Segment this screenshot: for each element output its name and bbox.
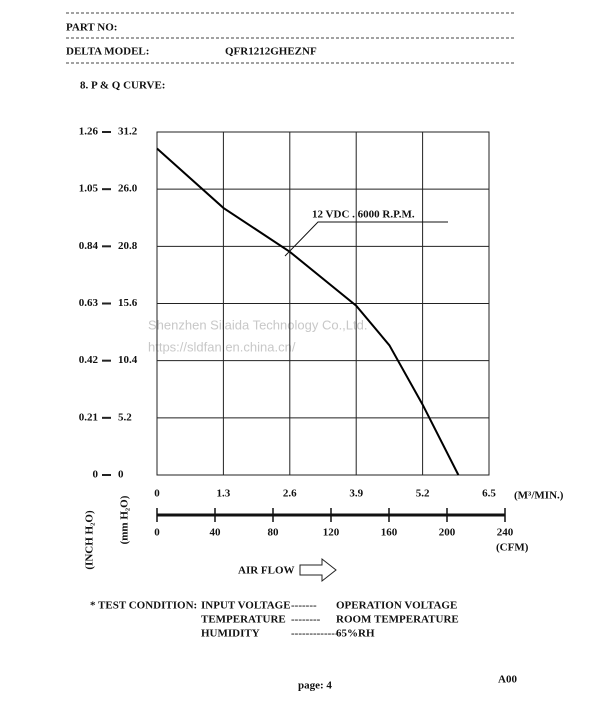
x-label: (M³/MIN.) xyxy=(514,490,564,502)
x2-tick-label: 200 xyxy=(439,527,456,539)
test-cell: OPERATION VOLTAGE xyxy=(336,600,457,612)
page-number: page: 4 xyxy=(298,680,332,692)
watermark: https://sldfan.en.china.cn/ xyxy=(148,339,296,354)
y-label: (mm H₂O) xyxy=(119,495,131,544)
test-cell: INPUT VOLTAGE xyxy=(201,600,291,612)
test-label: * TEST CONDITION: xyxy=(90,600,197,612)
y-tick-label: 0 xyxy=(118,469,124,481)
part-no: PART NO: xyxy=(66,22,117,34)
x2-tick-label: 160 xyxy=(381,527,398,539)
x-tick-label: 6.5 xyxy=(482,488,496,500)
model: QFR1212GHEZNF xyxy=(225,46,317,58)
x2-tick-label: 240 xyxy=(497,527,514,539)
x-tick-label: 5.2 xyxy=(416,488,430,500)
y2-tick-label: 1.26 xyxy=(79,126,99,138)
x2-tick-label: 40 xyxy=(210,527,222,539)
y-tick-label: 5.2 xyxy=(118,411,132,423)
curve-label: 12 VDC . 6000 R.P.M. xyxy=(312,209,415,221)
x2-tick-label: 80 xyxy=(268,527,280,539)
y2-tick-label: 0.63 xyxy=(79,297,99,309)
test-cell: TEMPERATURE xyxy=(201,614,286,626)
test-cell: ------------- xyxy=(291,628,339,640)
section-title: 8. P & Q CURVE: xyxy=(80,80,165,92)
test-cell: HUMIDITY xyxy=(201,628,260,640)
test-cell: ROOM TEMPERATURE xyxy=(336,614,459,626)
leader xyxy=(284,221,448,257)
flow-label: AIR FLOW xyxy=(238,565,295,577)
curve xyxy=(156,147,460,476)
y2-tick-label: 0.42 xyxy=(79,354,99,366)
y2-tick-label: 0.21 xyxy=(79,411,98,423)
y-tick-label: 26.0 xyxy=(118,183,138,195)
x2-label: (CFM) xyxy=(496,542,529,554)
y-tick-label: 10.4 xyxy=(118,354,138,366)
x-tick-label: 2.6 xyxy=(283,488,297,500)
test-cell: 65%RH xyxy=(336,628,375,640)
y2-tick-label: 0 xyxy=(93,469,99,481)
model-label: DELTA MODEL: xyxy=(66,46,149,58)
x-tick-label: 1.3 xyxy=(217,488,231,500)
test-cell: -------- xyxy=(291,614,321,626)
y2-tick-label: 1.05 xyxy=(79,183,99,195)
y2-tick-label: 0.84 xyxy=(79,240,99,252)
x2-tick-label: 120 xyxy=(323,527,340,539)
y-tick-label: 31.2 xyxy=(118,126,138,138)
revision: A00 xyxy=(498,674,517,686)
flow-arrow xyxy=(299,557,337,583)
y-tick-label: 20.8 xyxy=(118,240,138,252)
y-tick-label: 15.6 xyxy=(118,297,138,309)
x-tick-label: 3.9 xyxy=(349,488,363,500)
x2-tick-label: 0 xyxy=(154,527,160,539)
y2-label: (INCH H₂O) xyxy=(84,510,96,570)
test-cell: ------- xyxy=(291,600,317,612)
watermark: Shenzhen Silaida Technology Co.,Ltd. xyxy=(148,317,367,332)
x-tick-label: 0 xyxy=(154,488,160,500)
